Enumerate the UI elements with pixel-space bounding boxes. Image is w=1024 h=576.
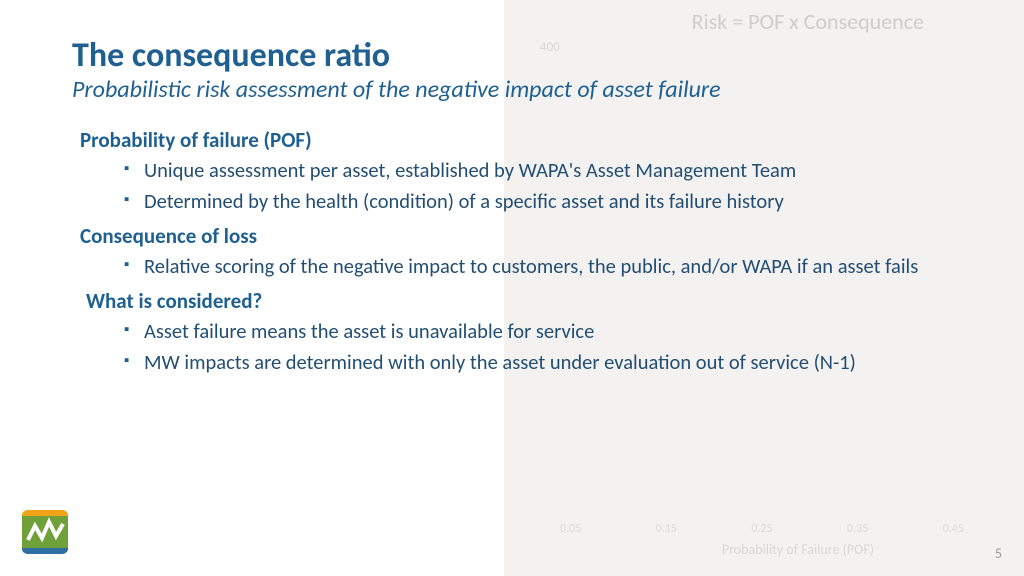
page-number: 5	[995, 545, 1002, 562]
bullet-item: Determined by the health (condition) of …	[124, 188, 984, 215]
section-heading-pof: Probability of failure (POF)	[80, 127, 984, 153]
ghost-xtick: 0.25	[751, 522, 772, 536]
ghost-xtick: 0.45	[943, 522, 964, 536]
slide-title: The consequence ratio	[72, 38, 984, 74]
ghost-xtick: 0.35	[847, 522, 868, 536]
ghost-chart-xlabel: Probability of Failure (POF)	[722, 541, 874, 558]
ghost-xtick: 0.15	[656, 522, 677, 536]
section-heading-consequence: Consequence of loss	[80, 223, 984, 249]
bullet-item: Asset failure means the asset is unavail…	[124, 318, 984, 345]
bullet-item: Unique assessment per asset, established…	[124, 157, 984, 184]
bullet-list: Asset failure means the asset is unavail…	[124, 318, 984, 376]
bullet-item: MW impacts are determined with only the …	[124, 349, 984, 376]
ghost-xtick: 0.05	[560, 522, 581, 536]
slide-body: Probability of failure (POF) Unique asse…	[72, 127, 984, 376]
section-heading-considered: What is considered?	[86, 288, 984, 314]
slide-content: The consequence ratio Probabilistic risk…	[0, 0, 1024, 377]
slide-subtitle: Probabilistic risk assessment of the neg…	[72, 76, 984, 104]
wapa-logo-icon	[22, 510, 68, 554]
bullet-list: Unique assessment per asset, established…	[124, 157, 984, 215]
bullet-item: Relative scoring of the negative impact …	[124, 253, 984, 280]
ghost-chart-xticks: 0.05 0.15 0.25 0.35 0.45	[560, 522, 964, 536]
slide: Risk = POF x Consequence 400 0.05 0.15 0…	[0, 0, 1024, 576]
bullet-list: Relative scoring of the negative impact …	[124, 253, 984, 280]
